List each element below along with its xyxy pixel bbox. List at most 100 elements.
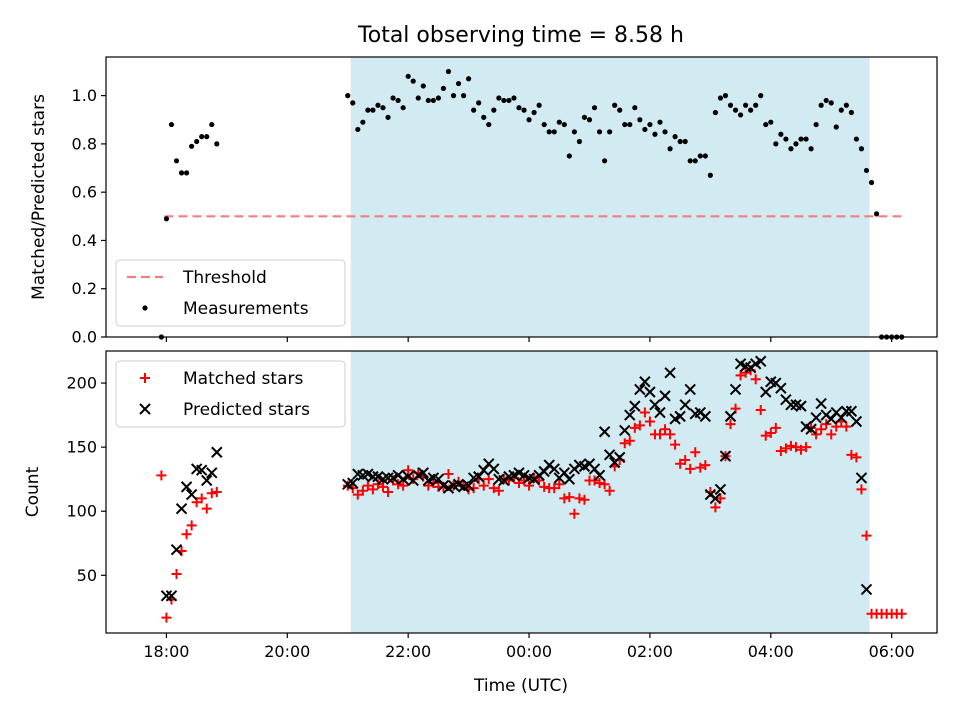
measurement-point <box>209 121 215 128</box>
measurement-point <box>450 93 457 99</box>
matched-stars-point <box>604 485 615 496</box>
measurement-point <box>521 107 527 113</box>
measurement-point <box>788 146 794 152</box>
measurement-point <box>858 146 865 152</box>
predicted-stars-point <box>850 415 863 428</box>
predicted-stars-point <box>195 464 208 476</box>
plot-frame <box>105 350 938 634</box>
y-tick-label: 1.0 <box>72 86 97 105</box>
measurement-point <box>607 129 613 135</box>
measurement-point <box>737 112 744 118</box>
matched-stars-point <box>196 493 207 504</box>
measurement-point <box>627 121 633 128</box>
measurement-point <box>868 179 875 186</box>
matched-stars-point <box>851 452 862 463</box>
measurement-point <box>476 100 482 106</box>
measurement-point <box>662 129 668 135</box>
matched-stars-point <box>695 462 706 473</box>
measurement-point <box>798 136 804 142</box>
measurement-point <box>778 131 784 137</box>
measurement-point <box>596 129 603 135</box>
measurement-point <box>526 117 532 123</box>
predicted-stars-point <box>603 449 616 461</box>
predicted-stars-point <box>755 355 767 367</box>
matched-stars-point <box>629 422 640 433</box>
legend-label: Measurements <box>183 299 309 319</box>
measurement-point <box>511 95 517 101</box>
measurement-point <box>163 216 170 222</box>
matched-stars-point <box>780 443 791 454</box>
matched-stars-point <box>186 520 197 531</box>
predicted-stars-point <box>674 410 686 423</box>
measurement-point <box>491 107 497 113</box>
measurement-point <box>546 129 552 135</box>
matched-stars-point <box>211 487 222 497</box>
measurement-point <box>395 97 401 104</box>
matched-stars-point <box>660 424 671 435</box>
measurement-point <box>576 138 583 145</box>
measurement-point <box>566 153 572 159</box>
measurement-point <box>420 83 426 89</box>
measurement-point <box>853 136 860 142</box>
measurement-point <box>647 121 653 128</box>
matched-stars-point <box>493 485 504 496</box>
measurement-point <box>360 119 366 125</box>
matched-stars-point <box>574 493 585 504</box>
predicted-stars-point <box>548 463 560 475</box>
predicted-stars-point <box>629 400 641 412</box>
matched-stars-point <box>524 480 535 491</box>
matched-stars-point <box>775 445 786 456</box>
measurement-point <box>642 126 648 133</box>
matched-stars-point <box>811 429 822 440</box>
matched-stars-point <box>161 612 172 623</box>
measurement-point <box>355 126 361 133</box>
measurement-point <box>516 105 522 111</box>
measurement-point <box>743 102 749 108</box>
measurement-point <box>541 121 547 128</box>
matched-stars-point <box>801 442 812 453</box>
x-axis-label: Time (UTC) <box>473 676 568 696</box>
matched-stars-point <box>393 479 404 490</box>
measurement-point <box>506 97 512 104</box>
matched-stars-point <box>357 485 368 496</box>
measurement-point <box>677 138 683 145</box>
measurement-point <box>204 134 210 140</box>
matched-stars-point <box>171 569 182 580</box>
x-tick-label: 20:00 <box>264 642 310 661</box>
measurement-point <box>561 121 567 128</box>
predicted-stars-point <box>840 405 853 417</box>
y-tick-label: 200 <box>66 374 97 393</box>
measurement-point <box>168 121 175 128</box>
measurement-point <box>471 107 477 113</box>
measurement-point <box>687 158 693 164</box>
matched-stars-point <box>599 479 610 490</box>
measurement-point <box>667 146 673 152</box>
measurement-point <box>486 121 492 128</box>
measurement-point <box>672 134 678 140</box>
plot-frame <box>105 56 938 338</box>
measurement-point <box>189 143 195 149</box>
matched-stars-point <box>816 424 827 435</box>
measurement-point <box>425 97 431 104</box>
predicted-stars-point <box>211 446 223 458</box>
predicted-stars-point <box>206 467 218 479</box>
matched-stars-point <box>478 480 489 491</box>
x-tick-label: 02:00 <box>627 642 673 661</box>
legend-box <box>115 360 346 428</box>
measurement-point <box>612 102 618 108</box>
predicted-stars-point <box>649 399 661 411</box>
measurement-point <box>833 124 839 130</box>
matched-stars-point <box>634 420 645 431</box>
matched-stars-point <box>181 529 192 540</box>
predicted-stars-point <box>165 590 178 602</box>
matched-stars-point <box>670 439 681 450</box>
measurement-point <box>466 76 472 82</box>
measurement-point <box>632 105 638 111</box>
matched-stars-point <box>644 416 655 427</box>
measurement-point <box>380 105 386 111</box>
matched-stars-point <box>362 480 373 491</box>
measurement-point <box>496 95 502 101</box>
legend-measurements-swatch <box>142 305 148 311</box>
matched-stars-point <box>715 493 726 504</box>
matched-stars-point <box>443 469 454 480</box>
